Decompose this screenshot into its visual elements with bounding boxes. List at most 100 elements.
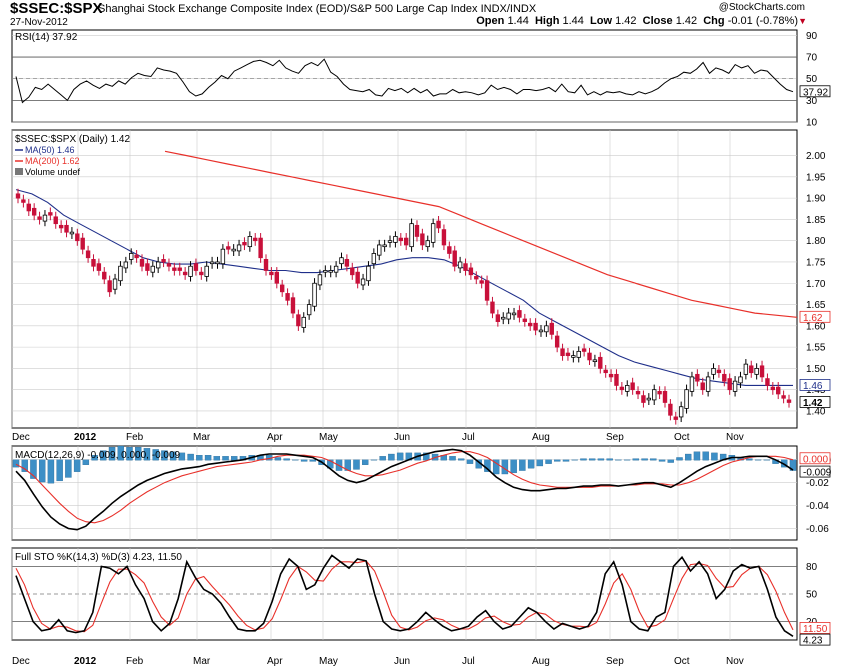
candle-body [463,263,468,271]
candle-body [26,203,31,212]
candle-body [279,284,285,293]
sto-x-label: May [319,656,338,667]
candle-body [393,236,398,243]
candle-body [75,233,80,242]
candle-body [344,259,350,267]
candle-body [625,385,630,392]
candle-body [522,318,528,322]
candle-body [172,267,177,271]
candle-body [403,237,409,246]
high-label: High [534,15,560,27]
macd-histogram-bar [763,459,771,461]
price-tick-label: 1.75 [806,257,826,268]
candle-body [549,322,554,335]
candle-body [732,380,738,392]
chart-security-name: Shanghai Stock Exchange Composite Index … [98,3,537,15]
price-x-label: Nov [726,432,744,443]
sto-x-label: Feb [126,656,144,667]
candle-body [253,237,258,242]
candle-body [776,386,781,395]
macd-histogram-bar [30,459,37,479]
candle-body [193,263,199,271]
candle-body [571,355,576,358]
macd-histogram-bar [117,445,124,461]
sto-x-label: Sep [606,656,624,667]
macd-histogram-bar [65,459,72,478]
open-value: 1.44 [507,15,529,27]
sto-k-last-label-box [799,633,831,646]
sto-title: Full STO %K(14,3) %D(3) 4.23, 11.50 [15,552,182,563]
macd-histogram-bar [178,452,186,461]
stockcharts-credit[interactable]: @StockCharts.com [718,2,805,13]
candle-body [226,246,231,250]
candle-body [695,373,700,382]
macd-histogram-bar [641,458,648,461]
candle-body [161,259,166,263]
candle-body [447,246,452,254]
candle-body [711,367,716,375]
macd-histogram-bar [554,459,561,462]
price-tick-label: 1.60 [806,321,826,332]
price-x-label: Jun [394,432,410,443]
price-tick-label: 1.90 [806,194,826,205]
close-last-label: 1.42 [803,398,823,409]
candle-body [112,278,118,290]
macd-histogram-bar [527,459,535,469]
low-value: 1.42 [615,15,637,27]
candle-body [42,214,48,222]
candle-body [58,224,64,229]
candle-body [134,254,139,259]
sto-d-last-label-box [799,622,831,634]
ma50-last-label-box [799,379,831,391]
macd-histogram-bar [388,453,395,461]
candle-body [199,271,204,276]
candle-body [80,237,85,250]
candle-body [716,369,722,374]
candle-body [123,261,129,269]
price-x-label: May [319,432,338,443]
candle-body [323,270,328,273]
macd-histogram-bar [91,455,98,461]
candle-body [371,253,377,265]
candle-body [285,293,290,301]
candle-body [182,271,188,276]
candle-body [220,248,226,265]
candle-body [641,395,646,403]
macd-histogram-bar [667,459,674,463]
candle-body [738,376,743,384]
sto-k-last-label: 4.23 [803,636,823,647]
candle-body [242,241,247,246]
macd-histogram-bar [536,459,544,467]
candle-body [102,271,107,280]
candle-body [479,280,484,284]
candle-body [490,301,495,314]
candle-body [420,233,425,246]
candle-body [269,271,274,276]
price-tick-label: 1.55 [806,343,826,354]
sto-d-line [15,560,794,633]
candle-body [409,223,414,248]
rsi-line [15,58,794,104]
macd-histogram-bar [545,459,552,464]
candle-body [603,369,608,374]
rsi-title: RSI(14) 37.92 [15,32,78,43]
candle-body [312,282,317,307]
candle-body [468,267,474,276]
candle-body [565,352,571,357]
candle-body [474,276,479,280]
candle-body [452,250,457,267]
chart-symbol: $SSEC:$SPX [10,0,103,17]
candle-body [533,322,538,331]
candle-body [619,386,625,391]
macd-histogram-bar [213,456,221,461]
macd-histogram-bar [597,458,605,461]
candle-body [484,280,490,301]
price-tick-label: 1.65 [806,300,826,311]
volume-legend-swatch [15,168,23,175]
high-value: 1.44 [562,15,584,27]
candle-body [145,263,150,271]
macd-histogram-bar [82,459,90,465]
low-label: Low [590,15,613,27]
candle-body [231,248,236,252]
macd-histogram-bar [606,458,613,461]
